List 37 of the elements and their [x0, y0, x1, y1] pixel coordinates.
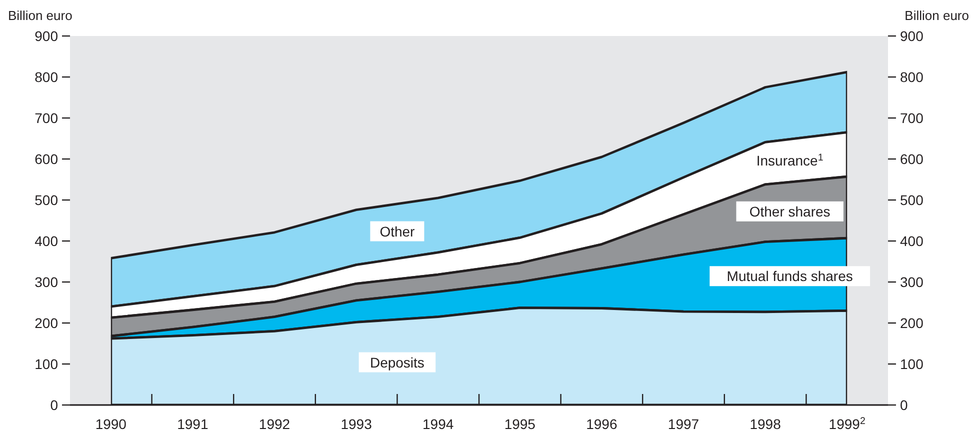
x-tick-label: 1999$^{2}$ — [828, 416, 866, 431]
y2-tick-label: 200 — [900, 315, 924, 331]
y-axis-title: Billion euro — [8, 8, 72, 23]
y-tick-label: 800 — [34, 69, 58, 85]
x-tick-label: 1990 — [95, 416, 127, 431]
y-tick-label: 600 — [34, 151, 58, 167]
series-label: Mutual funds shares — [726, 268, 853, 284]
y2-tick-label: 700 — [900, 110, 924, 126]
y2-tick-label: 900 — [900, 28, 924, 44]
x-tick-label: 1993 — [340, 416, 372, 431]
y2-tick-label: 100 — [900, 356, 924, 372]
y2-axis-title: Billion euro — [904, 8, 969, 23]
x-tick-label: 1995 — [504, 416, 536, 431]
y-tick-label: 700 — [34, 110, 58, 126]
x-tick-label: 1994 — [422, 416, 454, 431]
x-tick-label: 1996 — [586, 416, 618, 431]
y-tick-label: 300 — [34, 274, 58, 290]
y2-tick-label: 800 — [900, 69, 924, 85]
x-tick-label: 1992 — [258, 416, 290, 431]
y2-tick-label: 500 — [900, 192, 924, 208]
y2-tick-label: 300 — [900, 274, 924, 290]
y-tick-label: 400 — [34, 233, 58, 249]
series-label: Deposits — [370, 354, 424, 370]
y-tick-label: 500 — [34, 192, 58, 208]
series-label: Other shares — [749, 203, 830, 220]
y2-tick-label: 400 — [900, 233, 924, 249]
series-label: Other — [380, 223, 416, 240]
y2-tick-label: 600 — [900, 151, 924, 167]
x-tick-label: 1998 — [750, 416, 782, 431]
x-tick-label: 1997 — [668, 416, 700, 431]
y-tick-label: 100 — [34, 356, 58, 372]
y-tick-label: 900 — [34, 28, 58, 44]
y-tick-label: 200 — [34, 315, 58, 331]
y-tick-label: 0 — [50, 397, 58, 413]
x-tick-label: 1991 — [177, 416, 208, 431]
y2-tick-label: 0 — [900, 397, 908, 413]
series-label: Insurance$^{1}$ — [756, 152, 824, 169]
